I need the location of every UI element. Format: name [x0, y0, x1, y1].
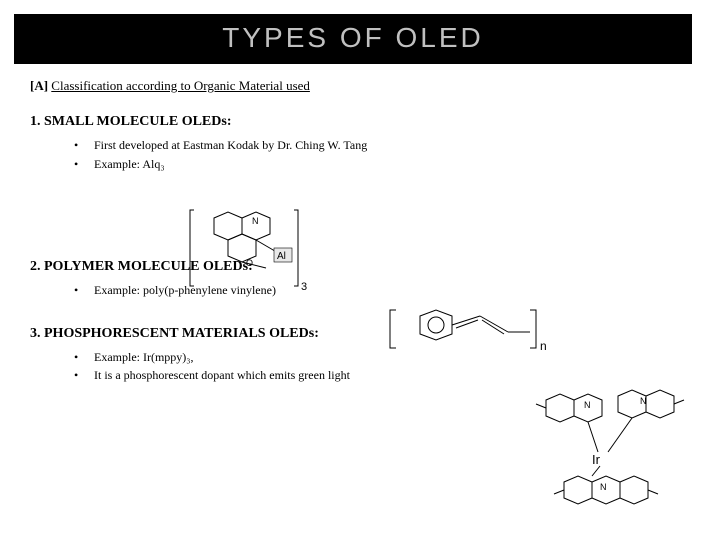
classification-text: Classification according to Organic Mate…: [51, 78, 310, 93]
irmppy3-structure-icon: Ir N N N: [500, 374, 700, 544]
svg-text:N: N: [600, 482, 607, 492]
svg-text:N: N: [640, 396, 647, 406]
classification-line: [A] Classification according to Organic …: [30, 78, 690, 94]
alq3-structure-icon: N O Al 3: [188, 204, 318, 294]
section-2-head: 2. POLYMER MOLECULE OLEDs:: [30, 259, 690, 275]
section-2-bullets: Example: poly(p-phenylene vinylene): [74, 281, 690, 300]
ppv-structure-icon: n: [386, 298, 556, 358]
svg-text:N: N: [252, 216, 259, 226]
section-2: 2. POLYMER MOLECULE OLEDs: Example: poly…: [30, 259, 690, 300]
svg-text:O: O: [246, 258, 253, 268]
svg-text:n: n: [540, 339, 547, 353]
svg-text:N: N: [584, 400, 591, 410]
slide-title: TYPES OF OLED: [222, 22, 484, 53]
section-1-bullets: First developed at Eastman Kodak by Dr. …: [74, 136, 690, 173]
slide-content: [A] Classification according to Organic …: [0, 64, 720, 385]
section-1-head: 1. SMALL MOLECULE OLEDs:: [30, 114, 690, 130]
slide-title-bar: TYPES OF OLED: [14, 14, 692, 64]
list-item: First developed at Eastman Kodak by Dr. …: [74, 136, 690, 155]
classification-label: [A]: [30, 78, 51, 93]
svg-text:Ir: Ir: [592, 452, 601, 467]
svg-text:3: 3: [301, 281, 307, 293]
list-item: Example: Ir(mppy)₃,: [74, 348, 690, 367]
list-item: Example: Alq₃: [74, 155, 690, 174]
svg-text:Al: Al: [277, 251, 286, 262]
section-1: 1. SMALL MOLECULE OLEDs: First developed…: [30, 114, 690, 173]
section-3-head: 3. PHOSPHORESCENT MATERIALS OLEDs:: [30, 326, 690, 342]
list-item: Example: poly(p-phenylene vinylene): [74, 281, 690, 300]
